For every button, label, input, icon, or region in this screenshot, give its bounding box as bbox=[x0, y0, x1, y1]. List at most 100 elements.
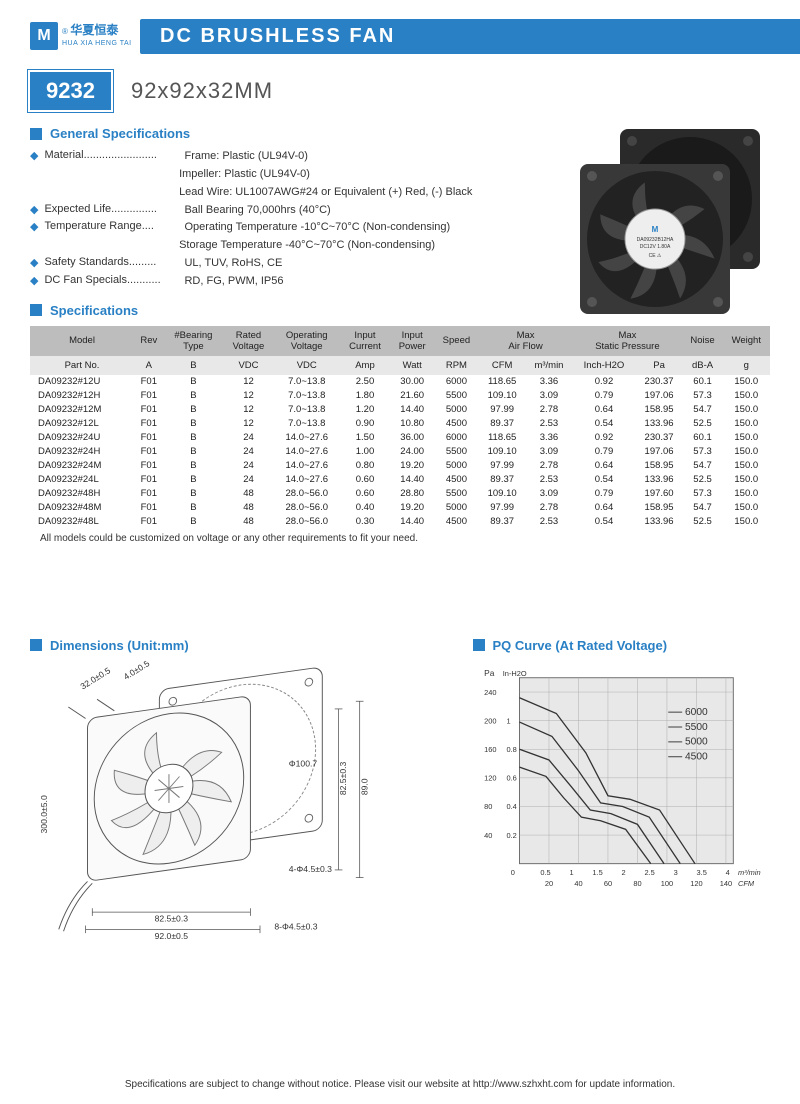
diamond-icon bbox=[30, 167, 33, 179]
spec-label: Material........................ bbox=[44, 149, 184, 161]
table-cell: 1.80 bbox=[340, 389, 391, 403]
table-cell: 0.60 bbox=[340, 487, 391, 501]
table-cell: DA09232#12H bbox=[30, 389, 134, 403]
svg-text:92.0±0.5: 92.0±0.5 bbox=[155, 931, 189, 941]
table-cell: 2.53 bbox=[526, 417, 573, 431]
table-cell: 197.06 bbox=[636, 445, 683, 459]
table-cell: 12 bbox=[223, 375, 274, 389]
dimensions-drawing: 32.0±0.5 4.0±0.5 300.0±5.0 Φ100.7 82.5±0… bbox=[30, 661, 433, 949]
table-cell: 48 bbox=[223, 501, 274, 515]
svg-text:5000: 5000 bbox=[684, 736, 707, 747]
table-cell: F01 bbox=[134, 445, 164, 459]
table-header: Noise bbox=[682, 326, 722, 356]
table-cell: 0.90 bbox=[340, 417, 391, 431]
dimensions-text: 92x92x32MM bbox=[131, 78, 273, 104]
diamond-icon: ◆ bbox=[30, 256, 38, 269]
table-cell: 109.10 bbox=[479, 445, 526, 459]
table-cell: 3.09 bbox=[526, 487, 573, 501]
table-cell: 54.7 bbox=[682, 459, 722, 473]
table-cell: 28.0~56.0 bbox=[274, 487, 340, 501]
pq-chart: PaIn-H2O40801201602002400.20.40.60.81204… bbox=[473, 661, 771, 903]
diamond-icon bbox=[30, 238, 33, 250]
table-cell: B bbox=[164, 515, 224, 529]
table-header: Model bbox=[30, 326, 134, 356]
svg-text:5500: 5500 bbox=[684, 722, 707, 733]
table-subheader: Amp bbox=[340, 356, 391, 375]
table-cell: 118.65 bbox=[479, 431, 526, 445]
svg-text:4.0±0.5: 4.0±0.5 bbox=[122, 661, 152, 682]
diamond-icon: ◆ bbox=[30, 203, 38, 216]
table-cell: 158.95 bbox=[636, 403, 683, 417]
svg-text:82.5±0.3: 82.5±0.3 bbox=[155, 913, 189, 923]
svg-text:240: 240 bbox=[484, 688, 496, 697]
table-subheader: A bbox=[134, 356, 164, 375]
table-cell: 2.53 bbox=[526, 515, 573, 529]
table-cell: 1.50 bbox=[340, 431, 391, 445]
square-icon bbox=[30, 639, 42, 651]
svg-text:In-H2O: In-H2O bbox=[502, 669, 526, 678]
table-cell: 14.0~27.6 bbox=[274, 431, 340, 445]
table-header: InputPower bbox=[390, 326, 434, 356]
table-cell: 2.53 bbox=[526, 473, 573, 487]
diamond-icon: ◆ bbox=[30, 220, 38, 233]
svg-text:CE ⚠: CE ⚠ bbox=[649, 253, 662, 259]
table-cell: 0.60 bbox=[340, 473, 391, 487]
table-row: DA09232#24UF01B2414.0~27.61.5036.0060001… bbox=[30, 431, 770, 445]
svg-text:4: 4 bbox=[725, 868, 729, 877]
table-cell: 1.00 bbox=[340, 445, 391, 459]
table-cell: DA09232#24H bbox=[30, 445, 134, 459]
table-cell: 230.37 bbox=[636, 431, 683, 445]
table-cell: 5500 bbox=[434, 445, 479, 459]
square-icon bbox=[473, 639, 485, 651]
table-cell: 12 bbox=[223, 389, 274, 403]
general-specs: ◆ Material........................ Frame… bbox=[30, 149, 770, 289]
table-cell: 12 bbox=[223, 403, 274, 417]
svg-text:80: 80 bbox=[633, 879, 641, 888]
table-cell: 109.10 bbox=[479, 389, 526, 403]
diamond-icon bbox=[30, 185, 33, 197]
svg-text:120: 120 bbox=[484, 773, 496, 782]
table-row: DA09232#12UF01B127.0~13.82.5030.00600011… bbox=[30, 375, 770, 389]
table-subheader: Pa bbox=[636, 356, 683, 375]
table-cell: F01 bbox=[134, 375, 164, 389]
svg-text:0.4: 0.4 bbox=[506, 802, 516, 811]
svg-text:100: 100 bbox=[660, 879, 672, 888]
table-cell: 7.0~13.8 bbox=[274, 417, 340, 431]
logo-icon: M bbox=[30, 22, 58, 50]
table-cell: 3.09 bbox=[526, 445, 573, 459]
header: M ® 华夏恒泰 HUA XIA HENG TAI DC BRUSHLESS F… bbox=[0, 18, 800, 54]
table-cell: B bbox=[164, 473, 224, 487]
svg-text:32.0±0.5: 32.0±0.5 bbox=[78, 665, 112, 691]
table-cell: 10.80 bbox=[390, 417, 434, 431]
table-row: DA09232#48MF01B4828.0~56.00.4019.2050009… bbox=[30, 501, 770, 515]
table-cell: 28.0~56.0 bbox=[274, 501, 340, 515]
svg-text:60: 60 bbox=[603, 879, 611, 888]
table-cell: 5000 bbox=[434, 403, 479, 417]
table-cell: F01 bbox=[134, 473, 164, 487]
svg-text:6000: 6000 bbox=[684, 707, 707, 718]
table-cell: 14.40 bbox=[390, 515, 434, 529]
table-cell: 1.20 bbox=[340, 403, 391, 417]
logo: M ® 华夏恒泰 HUA XIA HENG TAI bbox=[0, 22, 140, 50]
table-cell: DA09232#12U bbox=[30, 375, 134, 389]
footer: Specifications are subject to change wit… bbox=[0, 1079, 800, 1090]
table-cell: 0.54 bbox=[572, 515, 635, 529]
table-cell: DA09232#12M bbox=[30, 403, 134, 417]
svg-text:2.5: 2.5 bbox=[644, 868, 654, 877]
svg-text:80: 80 bbox=[484, 802, 492, 811]
table-cell: DA09232#12L bbox=[30, 417, 134, 431]
table-cell: DA09232#48L bbox=[30, 515, 134, 529]
table-cell: 150.0 bbox=[723, 417, 770, 431]
spec-label: DC Fan Specials........... bbox=[44, 274, 184, 286]
square-icon bbox=[30, 128, 42, 140]
table-cell: 2.78 bbox=[526, 459, 573, 473]
table-cell: B bbox=[164, 417, 224, 431]
product-image: M DA09232B12HA DC12V 1.80A CE ⚠ bbox=[550, 119, 780, 319]
table-cell: DA09232#24M bbox=[30, 459, 134, 473]
table-cell: B bbox=[164, 431, 224, 445]
svg-text:Pa: Pa bbox=[484, 668, 495, 678]
diamond-icon: ◆ bbox=[30, 274, 38, 287]
svg-text:200: 200 bbox=[484, 716, 496, 725]
table-cell: 158.95 bbox=[636, 459, 683, 473]
table-cell: 150.0 bbox=[723, 487, 770, 501]
